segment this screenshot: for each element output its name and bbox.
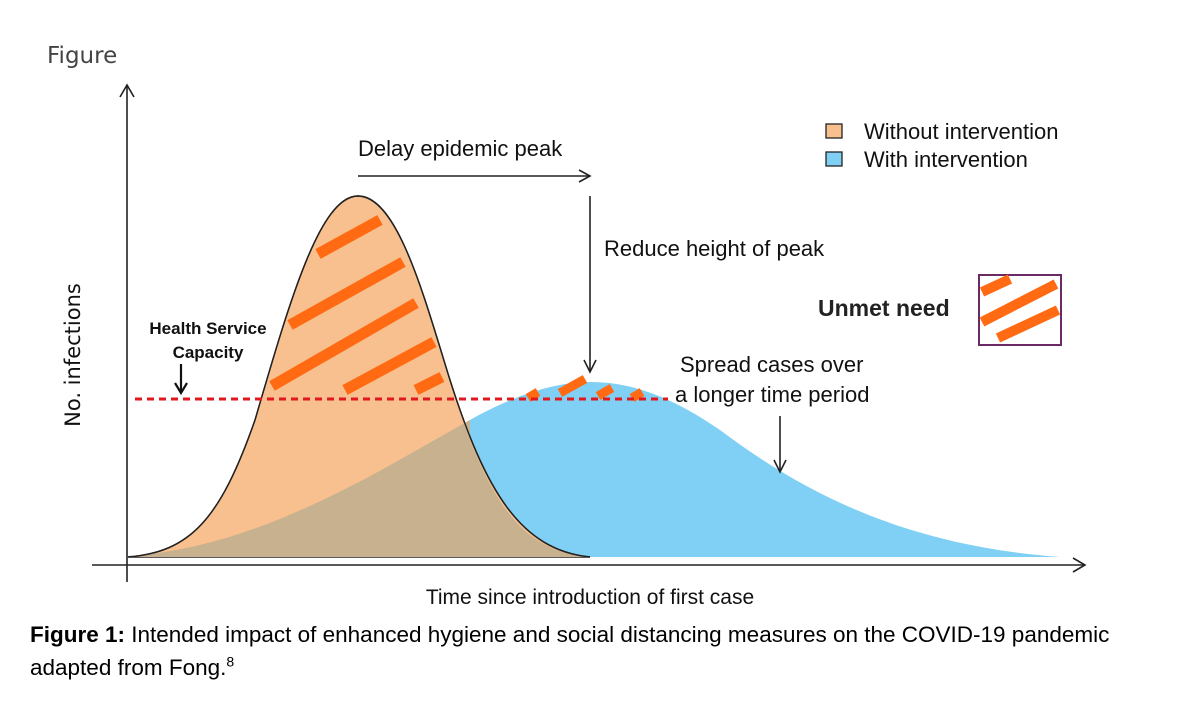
capacity-label-line2: Capacity	[173, 343, 244, 362]
delay-peak-label: Delay epidemic peak	[358, 136, 563, 161]
spread-cases-label-line1: Spread cases over	[680, 352, 863, 377]
delay-peak-arrow	[358, 169, 592, 183]
unmet-need-hatching-peak2	[525, 375, 645, 402]
reduce-height-arrow	[583, 196, 597, 374]
legend-label-with: With intervention	[864, 147, 1028, 172]
without-intervention-outline	[127, 195, 591, 558]
caption-text: Intended impact of enhanced hygiene and …	[30, 622, 1110, 680]
x-axis-label: Time since introduction of first case	[426, 586, 754, 609]
caption-reference: 8	[226, 653, 235, 670]
y-axis	[119, 83, 135, 582]
corner-label: Figure	[47, 43, 117, 69]
y-axis-label: No. infections	[61, 283, 85, 427]
legend-label-without: Without intervention	[864, 119, 1058, 144]
unmet-need-swatch-hatching	[979, 274, 1061, 343]
capacity-label-line1: Health Service	[149, 319, 266, 338]
legend-swatch-without	[825, 123, 843, 139]
legend: Without intervention With intervention	[825, 119, 1058, 172]
x-axis	[92, 557, 1087, 573]
unmet-need-hatching-peak1	[269, 215, 445, 395]
reduce-height-label: Reduce height of peak	[604, 236, 825, 261]
spread-cases-arrow	[773, 416, 787, 474]
spread-cases-label-line2: a longer time period	[675, 382, 869, 407]
overlap-region	[128, 420, 590, 557]
caption-label: Figure 1:	[30, 622, 126, 647]
unmet-need-label: Unmet need	[818, 295, 950, 321]
epidemic-curve-diagram: Figure No. infections Time since introdu…	[47, 43, 1087, 609]
figure-caption: Figure 1: Intended impact of enhanced hy…	[30, 618, 1180, 684]
legend-swatch-with	[825, 151, 843, 167]
capacity-arrow	[174, 364, 188, 396]
